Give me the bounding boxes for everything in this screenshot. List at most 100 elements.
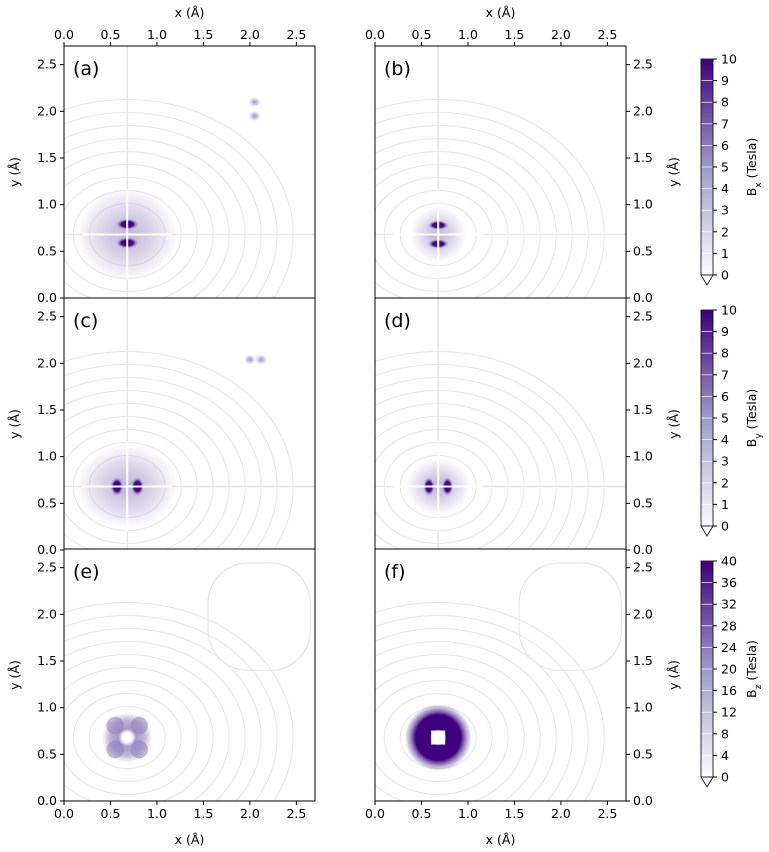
- panel-field: [375, 298, 626, 550]
- x-tick-label: 2.0: [240, 27, 260, 42]
- y-tick-label: 2.5: [37, 560, 57, 575]
- colorbar-tick-label: 0: [721, 519, 729, 534]
- contour-line: [64, 680, 198, 796]
- x-tick-label: 2.0: [551, 806, 571, 821]
- colorbar-tick-label: 8: [721, 726, 729, 741]
- colorbar-tick-label: 2: [721, 224, 729, 239]
- x-tick-label: 1.0: [147, 806, 167, 821]
- x-tick-label: 1.5: [504, 27, 524, 42]
- contour-line: [375, 680, 509, 796]
- colorbar-tick-label: 10: [721, 52, 737, 67]
- colorbar-tick-label: 20: [721, 662, 737, 677]
- colorbar-tick-label: 8: [721, 95, 729, 110]
- x-tick-label: 0.5: [101, 806, 121, 821]
- field-spot: [255, 354, 268, 365]
- colorbar-frame: [700, 560, 714, 778]
- x-tick-label: 1.5: [504, 806, 524, 821]
- colorbar-tick-label: 3: [721, 203, 729, 218]
- y-tick-label: 2.0: [633, 103, 653, 118]
- y-axis-label: y (Å): [666, 409, 681, 439]
- colorbar-tick-label: 0: [721, 770, 729, 785]
- x-tick-label: 0.5: [101, 27, 121, 42]
- panel-field: [375, 549, 626, 801]
- y-tick-label: 2.5: [633, 560, 653, 575]
- y-tick-label: 0.5: [37, 243, 57, 258]
- contour-line: [375, 654, 541, 801]
- y-axis-label: y (Å): [7, 157, 22, 187]
- panel-field: [64, 298, 315, 550]
- x-axis-label: x (Å): [175, 5, 205, 20]
- panels-group: (a) 0.0 0.5 1.0 1.5 2.0 2.5 y (Å) 0.0 0.5 1.0 1.5 2.…: [7, 5, 681, 847]
- y-tick-label: 0.5: [37, 746, 57, 761]
- x-tick-label: 1.0: [458, 27, 478, 42]
- field-square-spot: [106, 716, 124, 735]
- colorbar-y: 0 1 2 3 4 5 6 7 8 9 10 By (Tesla): [700, 303, 764, 537]
- x-tick-label: 2.5: [597, 806, 617, 821]
- y-axis-label: y (Å): [7, 660, 22, 690]
- colorbar-tick-label: 16: [721, 683, 737, 698]
- y-tick-label: 0.5: [633, 243, 653, 258]
- x-tick-label: 0.0: [365, 806, 385, 821]
- colorbar-tick-label: 24: [721, 640, 737, 655]
- contour-line: [375, 602, 605, 801]
- colorbar-tick-label: 36: [721, 575, 737, 590]
- panel-field: [375, 46, 626, 298]
- colorbar-label: By (Tesla): [744, 389, 764, 447]
- field-square-spot: [130, 740, 149, 759]
- y-tick-label: 0.0: [633, 793, 653, 808]
- colorbar-tick-label: 7: [721, 367, 729, 382]
- y-tick-label: 1.0: [37, 700, 57, 715]
- y-tick-label: 2.5: [37, 57, 57, 72]
- colorbar-tick-label: 0: [721, 268, 729, 283]
- colorbar-frame: [700, 58, 714, 276]
- colorbar-tick-label: 6: [721, 389, 729, 404]
- x-axis-label: x (Å): [175, 832, 205, 847]
- y-tick-label: 0.0: [633, 542, 653, 557]
- field-spot: [248, 111, 261, 121]
- y-tick-label: 1.0: [633, 700, 653, 715]
- y-tick-label: 1.0: [37, 449, 57, 464]
- y-tick-label: 1.5: [633, 150, 653, 165]
- contour-line: [375, 667, 525, 801]
- x-tick-label: 0.0: [365, 27, 385, 42]
- colorbar-extend: [700, 525, 714, 537]
- x-tick-label: 1.5: [193, 27, 213, 42]
- y-tick-label: 0.5: [633, 495, 653, 510]
- panel-background: [375, 46, 626, 298]
- contour-line: [64, 615, 278, 801]
- panel-frame: [374, 548, 627, 802]
- panel-d: (d) 0.0 0.5 1.0 1.5 2.0 2.5 y (Å): [374, 297, 681, 557]
- colorbar-tick-label: 4: [721, 748, 729, 763]
- panel-f: (f) 0.0 0.5 1.0 1.5 2.0 2.5 y (Å) 0.0 0.5 1.0 1.5 2.…: [365, 548, 681, 847]
- colorbar-x: 0 1 2 3 4 5 6 7 8 9 10 Bx (Tesla): [700, 52, 764, 286]
- y-tick-label: 2.0: [633, 606, 653, 621]
- field-square-spot: [106, 740, 124, 759]
- field-square-spot: [130, 716, 149, 735]
- colorbar-tick-label: 6: [721, 138, 729, 153]
- contour-line: [375, 641, 557, 801]
- panel-background: [375, 298, 626, 550]
- y-axis-label: y (Å): [7, 409, 22, 439]
- colorbar-label: Bz (Tesla): [744, 640, 764, 698]
- field-ring-core: [431, 730, 446, 745]
- colorbar-tick-label: 1: [721, 497, 729, 512]
- colorbar-label: Bx (Tesla): [744, 138, 764, 196]
- contour-line: [375, 615, 589, 801]
- colorbar-tick-label: 7: [721, 116, 729, 131]
- y-axis-label: y (Å): [666, 157, 681, 187]
- colorbar-tick-label: 28: [721, 618, 737, 633]
- contour-line: [64, 602, 294, 801]
- colorbar-tick-label: 9: [721, 73, 729, 88]
- x-tick-label: 2.5: [286, 27, 306, 42]
- panel-label: (f): [384, 561, 406, 583]
- panel-label: (e): [73, 561, 100, 583]
- y-tick-label: 2.0: [37, 355, 57, 370]
- y-tick-label: 1.0: [37, 197, 57, 212]
- field-spot: [248, 97, 261, 107]
- x-tick-label: 1.0: [147, 27, 167, 42]
- y-tick-label: 1.0: [633, 197, 653, 212]
- colorbar-tick-label: 4: [721, 432, 729, 447]
- panel-label: (d): [384, 310, 411, 332]
- y-tick-label: 0.0: [37, 542, 57, 557]
